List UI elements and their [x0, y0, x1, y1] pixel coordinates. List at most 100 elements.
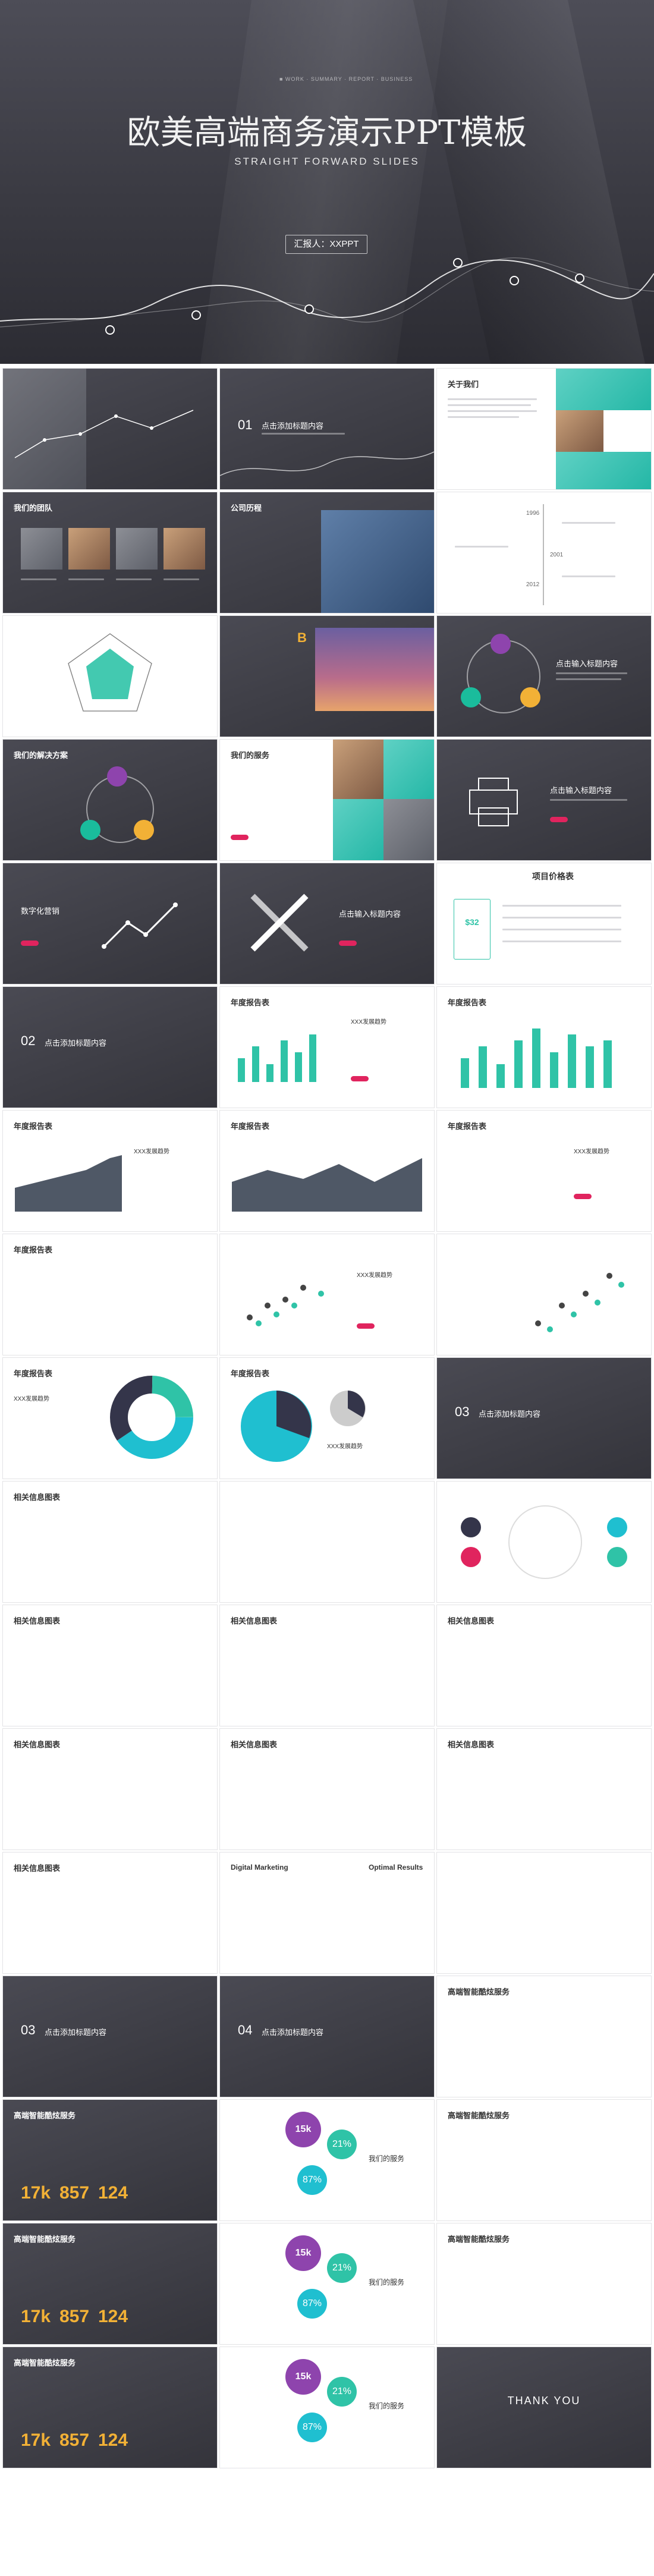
pie-chart — [330, 1391, 366, 1426]
stat-value: 124 — [98, 2307, 128, 2326]
slide-thumbnail[interactable]: 15k 21% 87% 我们的服务 — [220, 2100, 434, 2220]
building-photo — [3, 369, 86, 489]
section-number: 02 — [21, 1033, 36, 1048]
chart-subtitle: XXX发展趋势 — [14, 1396, 50, 1402]
slide-thumbnail[interactable]: 1996 2001 2012 — [437, 492, 651, 613]
slide-thumbnail[interactable]: Digital Marketing Optimal Results — [220, 1852, 434, 1973]
slide-thumbnail[interactable]: 相关信息图表 — [3, 1605, 217, 1726]
slide-thumbnail[interactable]: 高端智能酷炫服务 17k 857 124 — [3, 2100, 217, 2220]
stat-bubble: 21% — [327, 2377, 357, 2407]
slide-title: 年度报告表 — [448, 999, 487, 1008]
slide-thumbnail[interactable]: 02 点击添加标题内容 — [3, 987, 217, 1108]
cover-reporter-box: 汇报人：XXPPT — [285, 235, 367, 254]
section-title: 点击添加标题内容 — [479, 1410, 541, 1418]
slide-thumbnail[interactable]: 15k 21% 87% 我们的服务 — [220, 2347, 434, 2468]
chart-subtitle: XXX发展趋势 — [574, 1149, 610, 1155]
slide-thumbnail[interactable]: 年度报告表 — [220, 1111, 434, 1231]
slide-thumbnail[interactable]: 相关信息图表 — [437, 1729, 651, 1850]
section-title: 点击添加标题内容 — [262, 422, 324, 430]
slide-thumbnail[interactable]: 我们的服务 — [220, 740, 434, 860]
cover-tagline: ■ WORK · SUMMARY · REPORT · BUSINESS — [279, 76, 413, 82]
slide-title: 我们的服务 — [231, 751, 270, 760]
slide-thumbnail[interactable]: 相关信息图表 — [3, 1852, 217, 1973]
slide-thumbnail[interactable]: 我们的解决方案 — [3, 740, 217, 860]
chart-subtitle: XXX发展趋势 — [327, 1443, 363, 1450]
slide-thumbnail[interactable]: 03 点击添加标题内容 — [3, 1976, 217, 2097]
printer-icon — [469, 778, 518, 826]
wave-line-icon — [220, 451, 434, 476]
area-chart — [232, 1158, 422, 1212]
slide-thumbnail[interactable]: 高端智能酷炫服务 17k 857 124 — [3, 2347, 217, 2468]
stat-bubble: 15k — [285, 2359, 321, 2395]
slide-title: 关于我们 — [448, 380, 479, 389]
chart-subtitle: XXX发展趋势 — [351, 1019, 387, 1026]
slide-thumbnail[interactable]: 年度报告表 XXX发展趋势 — [220, 987, 434, 1108]
slide-title: 点击输入标题内容 — [550, 786, 612, 795]
slide-label: 我们的服务 — [369, 2278, 405, 2286]
slide-title: 相关信息图表 — [14, 1617, 61, 1626]
slide-thumbnail[interactable]: 高端智能酷炫服务 — [437, 2223, 651, 2344]
slide-thumbnail[interactable]: B — [220, 616, 434, 737]
slide-title: 我们的解决方案 — [14, 751, 68, 760]
slide-thumbnail[interactable]: 15k 21% 87% 我们的服务 — [220, 2223, 434, 2344]
stat-bubble: 15k — [285, 2235, 321, 2271]
slide-thumbnail[interactable]: 相关信息图表 — [220, 1729, 434, 1850]
cover-wave-graphic — [0, 257, 654, 335]
slide-title: 我们的团队 — [14, 504, 53, 513]
slide-label: 我们的服务 — [369, 2154, 405, 2163]
bar-chart — [238, 1034, 316, 1082]
slide-thumbnail[interactable]: 相关信息图表 — [220, 1605, 434, 1726]
slide-thumbnail[interactable]: XXX发展趋势 — [220, 1234, 434, 1355]
slide-title: 相关信息图表 — [14, 1493, 61, 1502]
slide-title: 年度报告表 — [231, 1370, 270, 1379]
radar-chart — [68, 633, 152, 712]
slide-thumbnail[interactable] — [3, 369, 217, 489]
slide-thumbnail[interactable]: 高端智能酷炫服务 — [437, 2100, 651, 2220]
slide-thumbnail[interactable]: 点击输入标题内容 — [220, 863, 434, 984]
stat-bubble: 15k — [285, 2112, 321, 2147]
slide-thumbnail[interactable]: 年度报告表 XXX发展趋势 — [3, 1358, 217, 1479]
photo — [315, 628, 434, 711]
stat-bubble: 21% — [327, 2253, 357, 2283]
slide-thumbnail[interactable]: 数字化营销 — [3, 863, 217, 984]
section-title: 点击添加标题内容 — [45, 1039, 107, 1048]
slide-thumbnail[interactable]: 点击输入标题内容 — [437, 740, 651, 860]
slide-thumbnail[interactable]: 相关信息图表 — [437, 1605, 651, 1726]
cover-subtitle: STRAIGHT FORWARD SLIDES — [234, 156, 420, 167]
slide-thumbnail[interactable] — [437, 1234, 651, 1355]
cover-slide[interactable]: ■ WORK · SUMMARY · REPORT · BUSINESS 欧美高… — [0, 0, 654, 364]
slide-thumbnail[interactable]: 年度报告表 — [437, 987, 651, 1108]
slide-thumbnail[interactable]: 关于我们 — [437, 369, 651, 489]
slide-thumbnail[interactable] — [3, 616, 217, 737]
stat-value: 17k — [21, 2430, 51, 2450]
photo — [556, 369, 651, 410]
slide-thumbnail[interactable]: 我们的团队 — [3, 492, 217, 613]
slide-thumbnail[interactable]: 点击输入标题内容 — [437, 616, 651, 737]
chart-subtitle: XXX发展趋势 — [134, 1149, 170, 1155]
slide-letter: B — [297, 630, 307, 645]
slide-thumbnail[interactable]: 03 点击添加标题内容 — [437, 1358, 651, 1479]
stat-bubble: 87% — [297, 2289, 327, 2319]
area-chart — [15, 1155, 122, 1212]
slide-thumbnail[interactable]: 年度报告表 — [3, 1234, 217, 1355]
team-photo — [21, 528, 62, 570]
slide-thumbnail[interactable]: 高端智能酷炫服务 — [437, 1976, 651, 2097]
slide-thumbnail[interactable]: 相关信息图表 — [3, 1729, 217, 1850]
slide-label: Digital Marketing — [231, 1863, 288, 1872]
slide-thumbnail[interactable]: 项目价格表 $32 — [437, 863, 651, 984]
slide-title: 高端智能酷炫服务 — [448, 2235, 510, 2244]
slide-thumbnail[interactable] — [437, 1482, 651, 1602]
slide-thumbnail[interactable]: 01 点击添加标题内容 — [220, 369, 434, 489]
slide-thumbnail[interactable]: 相关信息图表 — [3, 1482, 217, 1602]
slide-thumbnail[interactable]: 04 点击添加标题内容 — [220, 1976, 434, 2097]
slide-thumbnail[interactable]: 年度报告表 XXX发展趋势 — [3, 1111, 217, 1231]
slide-thumbnail[interactable]: 公司历程 — [220, 492, 434, 613]
team-photo — [164, 528, 205, 570]
slide-thumbnail[interactable]: 年度报告表 XXX发展趋势 — [220, 1358, 434, 1479]
slide-thumbnail[interactable]: THANK YOU — [437, 2347, 651, 2468]
slide-thumbnail[interactable]: 高端智能酷炫服务 17k 857 124 — [3, 2223, 217, 2344]
slide-thumbnail[interactable] — [437, 1852, 651, 1973]
slide-thumbnail[interactable]: 年度报告表 XXX发展趋势 — [437, 1111, 651, 1231]
slide-thumbnail[interactable] — [220, 1482, 434, 1602]
